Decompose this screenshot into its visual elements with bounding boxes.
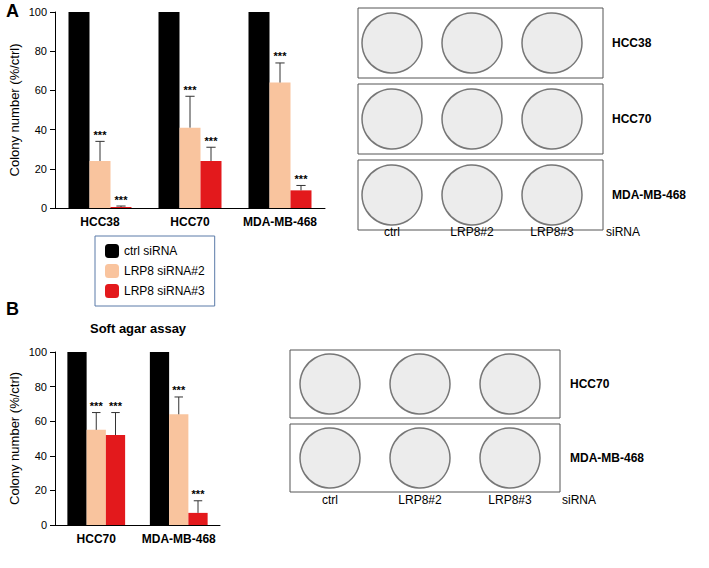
svg-text:80: 80: [35, 45, 47, 57]
svg-text:HCC70: HCC70: [77, 532, 117, 546]
svg-text:100: 100: [29, 346, 47, 358]
svg-text:LRP8 siRNA#3: LRP8 siRNA#3: [124, 284, 205, 298]
svg-text:***: ***: [184, 84, 198, 96]
svg-text:LRP8#2: LRP8#2: [450, 225, 494, 239]
svg-text:siRNA: siRNA: [562, 493, 596, 507]
svg-text:40: 40: [35, 124, 47, 136]
svg-text:LRP8#2: LRP8#2: [398, 493, 442, 507]
svg-text:60: 60: [35, 415, 47, 427]
svg-text:ctrl siRNA: ctrl siRNA: [124, 244, 177, 258]
svg-text:***: ***: [172, 384, 186, 396]
svg-text:0: 0: [41, 519, 47, 531]
svg-text:Colony number (%/ctrl): Colony number (%/ctrl): [7, 372, 22, 505]
svg-text:ctrl: ctrl: [322, 493, 338, 507]
svg-text:***: ***: [90, 400, 104, 412]
svg-text:LRP8#3: LRP8#3: [530, 225, 574, 239]
svg-text:HCC70: HCC70: [170, 215, 210, 229]
svg-text:40: 40: [35, 450, 47, 462]
svg-text:20: 20: [35, 163, 47, 175]
svg-text:HCC70: HCC70: [612, 112, 652, 126]
svg-text:ctrl: ctrl: [384, 225, 400, 239]
svg-text:LRP8 siRNA#2: LRP8 siRNA#2: [124, 264, 205, 278]
svg-text:***: ***: [274, 50, 288, 62]
svg-text:***: ***: [109, 400, 123, 412]
svg-text:siRNA: siRNA: [606, 225, 640, 239]
svg-text:0: 0: [41, 202, 47, 214]
svg-text:***: ***: [192, 488, 206, 500]
svg-text:MDA-MB-468: MDA-MB-468: [612, 188, 686, 202]
svg-text:100: 100: [29, 6, 47, 18]
svg-text:B: B: [6, 299, 19, 319]
svg-text:HCC38: HCC38: [612, 36, 652, 50]
svg-text:MDA-MB-468: MDA-MB-468: [243, 215, 317, 229]
svg-text:***: ***: [295, 173, 309, 185]
svg-text:MDA-MB-468: MDA-MB-468: [570, 451, 644, 465]
svg-text:MDA-MB-468: MDA-MB-468: [142, 532, 216, 546]
svg-text:Soft agar assay: Soft agar assay: [90, 321, 187, 336]
svg-text:LRP8#3: LRP8#3: [488, 493, 532, 507]
svg-text:HCC70: HCC70: [570, 377, 610, 391]
svg-text:HCC38: HCC38: [80, 215, 120, 229]
svg-text:80: 80: [35, 381, 47, 393]
svg-text:Colony number (%/ctrl): Colony number (%/ctrl): [7, 44, 22, 177]
svg-text:60: 60: [35, 84, 47, 96]
svg-text:A: A: [6, 1, 19, 21]
svg-text:20: 20: [35, 484, 47, 496]
svg-text:***: ***: [115, 194, 129, 206]
svg-text:***: ***: [94, 129, 108, 141]
svg-text:***: ***: [205, 135, 219, 147]
